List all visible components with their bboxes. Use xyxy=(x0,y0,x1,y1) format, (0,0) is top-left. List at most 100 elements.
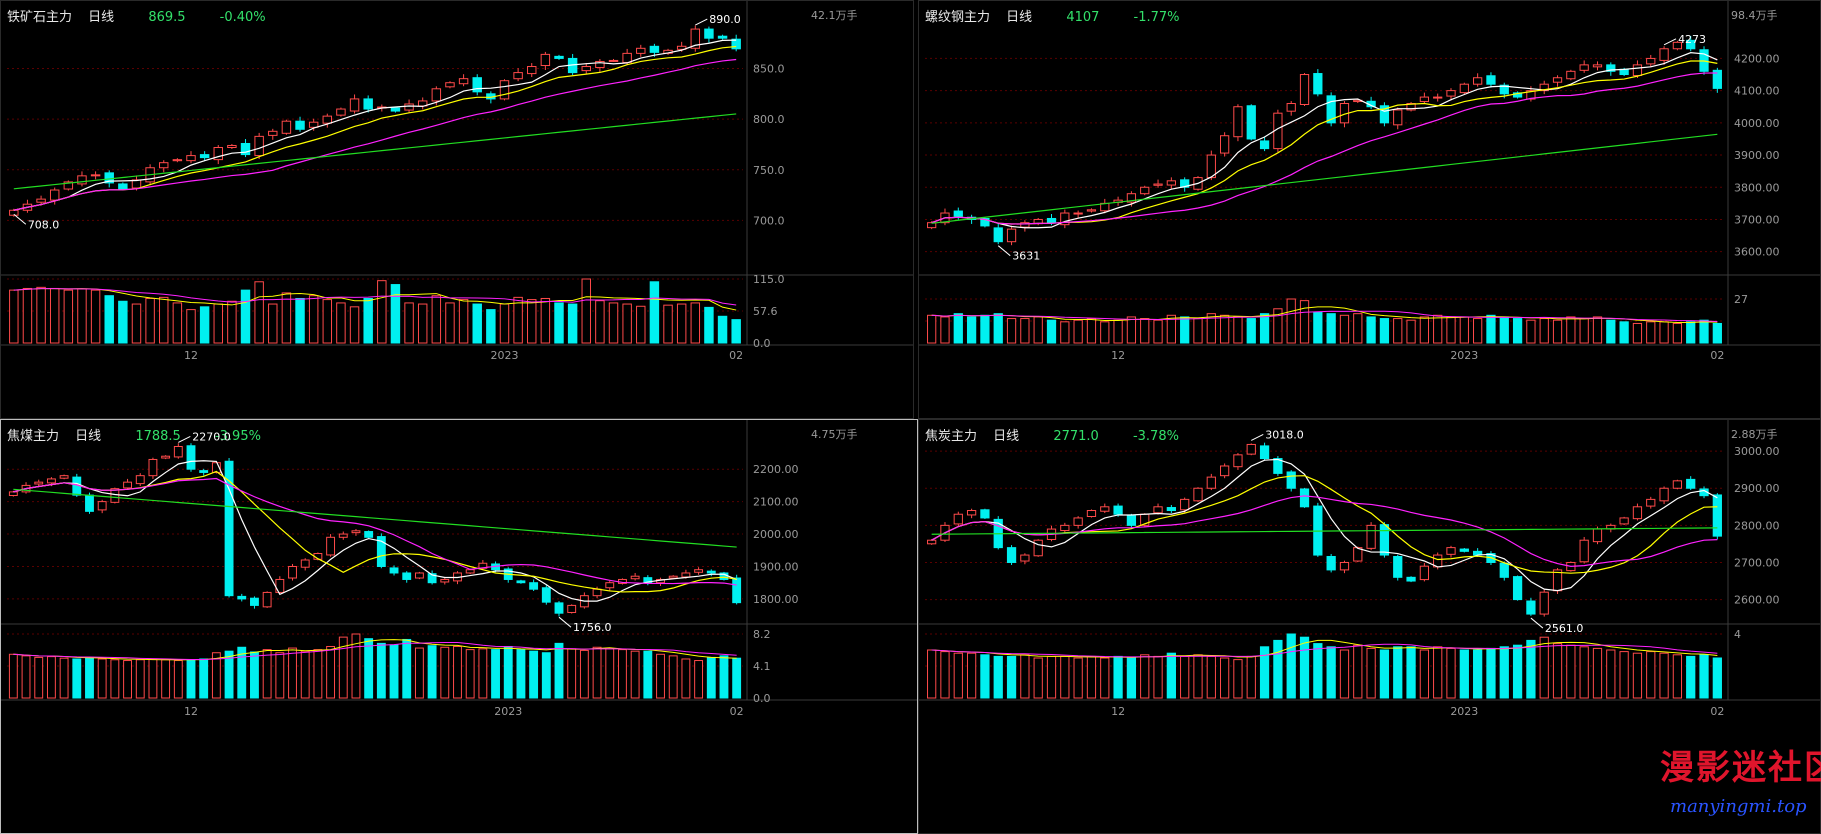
candle-body xyxy=(224,460,234,597)
volume-bar xyxy=(656,653,665,699)
candle-body xyxy=(980,509,990,519)
volume-label: 2.88万手 xyxy=(1731,428,1778,441)
volume-bar xyxy=(516,649,526,699)
candle-body xyxy=(1086,209,1097,212)
volume-bar xyxy=(90,289,101,344)
candle-body xyxy=(927,539,937,545)
annotation-pointer xyxy=(178,436,191,443)
volume-bar xyxy=(224,650,234,699)
volume-bar xyxy=(431,295,442,344)
volume-bar xyxy=(288,647,297,699)
volume-bar xyxy=(649,281,660,344)
volume-bar xyxy=(1100,321,1110,344)
candle-body xyxy=(1406,576,1416,582)
candlestick-chart[interactable]: 4200.00 4100.00 4000.00 3900.00 3800.00 3700.… xyxy=(919,1,1821,419)
volume-bar xyxy=(1020,318,1030,344)
volume-bar xyxy=(1486,314,1496,344)
volume-bar xyxy=(1379,318,1390,344)
candle-body xyxy=(1379,105,1390,124)
volume-bar xyxy=(1339,649,1350,699)
candle-body xyxy=(953,513,963,525)
price-annotation: 2561.0 xyxy=(1545,622,1584,635)
candle-body xyxy=(227,144,237,149)
candlestick-chart[interactable]: 2200.00 2100.00 2000.00 1900.00 1800.00 8.2 4.… xyxy=(1,420,918,834)
candle-body xyxy=(445,82,455,88)
y-tick-label: 2100.00 xyxy=(753,496,799,509)
volume-bar xyxy=(1033,657,1043,699)
candle-body xyxy=(1526,90,1536,100)
candle-body xyxy=(1406,103,1416,111)
candle-body xyxy=(554,602,564,614)
volume-bar xyxy=(159,296,169,344)
volume-bar xyxy=(1086,318,1097,344)
volume-bar xyxy=(1433,646,1443,699)
volume-bar xyxy=(1406,319,1416,344)
volume-bar xyxy=(36,286,46,344)
volume-bar xyxy=(85,656,94,699)
candle-body xyxy=(540,53,551,67)
volume-bar xyxy=(1686,655,1696,699)
ma60-line xyxy=(931,527,1718,535)
volume-bar xyxy=(1499,316,1509,344)
volume-bar xyxy=(338,636,348,699)
x-tick-label: 02 xyxy=(730,705,744,718)
candle-body xyxy=(527,66,537,75)
volume-bar xyxy=(1659,652,1669,699)
volume-bar xyxy=(1539,636,1549,699)
volume-bar xyxy=(1060,321,1070,344)
candle-body xyxy=(148,458,158,477)
volume-bar xyxy=(1486,647,1496,699)
volume-bar xyxy=(663,304,673,344)
candles xyxy=(927,442,1722,699)
volume-tick-label: 4.1 xyxy=(753,660,771,673)
price-annotation: 708.0 xyxy=(28,218,60,231)
x-tick-label: 2023 xyxy=(1450,349,1478,362)
volume-bar xyxy=(1259,646,1270,699)
volume-bar xyxy=(1512,644,1523,699)
volume-bar xyxy=(472,303,482,344)
price-change: -0.40% xyxy=(219,10,266,25)
candlestick-chart[interactable]: 850.0 800.0 750.0 700.0 115.0 57.6 0.0 12 2023 02… xyxy=(1,1,914,419)
candle-body xyxy=(1286,103,1296,112)
last-price: 869.5 xyxy=(148,10,186,25)
chart-panel-coke[interactable]: 焦炭主力 日线 2771.0 -3.78% 2.88万手 3000.00 2900… xyxy=(918,419,1821,834)
candle-body xyxy=(1712,494,1722,537)
candle-body xyxy=(1020,554,1030,562)
candle-body xyxy=(118,183,128,190)
candle-body xyxy=(1020,222,1030,228)
volume-bar xyxy=(34,656,44,699)
chart-panel-coking-coal[interactable]: 焦煤主力 日线 1788.5 -3.95% 4.75万手 2200.00 2100… xyxy=(0,419,918,834)
volume-bar xyxy=(1473,649,1483,699)
candle-body xyxy=(592,588,602,597)
candle-body xyxy=(1632,64,1643,77)
volume-bar xyxy=(1499,646,1509,699)
volume-bar xyxy=(1646,321,1656,344)
volume-bar xyxy=(453,645,462,699)
chart-panel-iron-ore[interactable]: 铁矿石主力 日线 869.5 -0.40% 42.1万手 850.0 800.0 7… xyxy=(0,0,914,419)
volume-bar xyxy=(213,303,223,344)
volume-bar xyxy=(1619,651,1629,699)
volume-bar xyxy=(414,647,424,699)
candle-body xyxy=(1646,498,1656,507)
candle-body xyxy=(622,52,632,63)
ma20-line xyxy=(13,477,737,586)
volume-bar xyxy=(172,302,183,344)
volume-bar xyxy=(49,287,60,344)
volume-bar xyxy=(1579,318,1589,344)
volume-bar xyxy=(1606,319,1616,344)
candle-body xyxy=(1526,600,1536,615)
volume-bar xyxy=(1006,318,1017,344)
volume-bar xyxy=(1193,654,1203,699)
candle-body xyxy=(676,45,687,50)
volume-bar xyxy=(1246,318,1256,344)
chart-panel-rebar[interactable]: 螺纹钢主力 日线 4107 -1.77% 98.4万手 4200.00 4100.… xyxy=(918,0,1821,419)
annotation-pointer xyxy=(1251,434,1264,441)
volume-bar xyxy=(706,656,716,699)
volume-bar xyxy=(123,660,132,699)
volume-bar xyxy=(1073,319,1083,344)
candle-body xyxy=(322,115,333,124)
volume-bar xyxy=(1273,308,1283,344)
x-tick-label: 12 xyxy=(1111,705,1125,718)
candle-body xyxy=(966,510,977,516)
candlestick-chart[interactable]: 3000.00 2900.00 2800.00 2700.00 2600.00 4 12 20… xyxy=(919,420,1821,834)
